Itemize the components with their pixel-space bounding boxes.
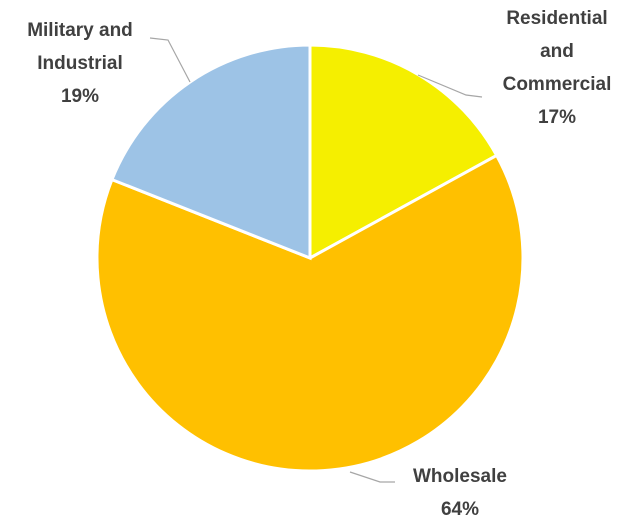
data-label: Military and Industrial 19% bbox=[0, 14, 160, 113]
value-label: 64% bbox=[440, 499, 480, 520]
pie-slice bbox=[95, 153, 525, 473]
category-label: Military and Industrial bbox=[27, 20, 133, 74]
category-label: Wholesale bbox=[413, 466, 507, 487]
pie-slice bbox=[110, 43, 312, 261]
leader-line bbox=[149, 37, 191, 83]
leader-line bbox=[417, 74, 483, 98]
category-label: Residential and Commercial bbox=[502, 8, 612, 95]
data-label: Residential and Commercial 17% bbox=[482, 2, 627, 134]
value-label: 19% bbox=[60, 86, 100, 107]
leader-line bbox=[349, 471, 395, 483]
data-label: Wholesale 64% bbox=[380, 460, 540, 524]
value-label: 17% bbox=[537, 107, 577, 128]
